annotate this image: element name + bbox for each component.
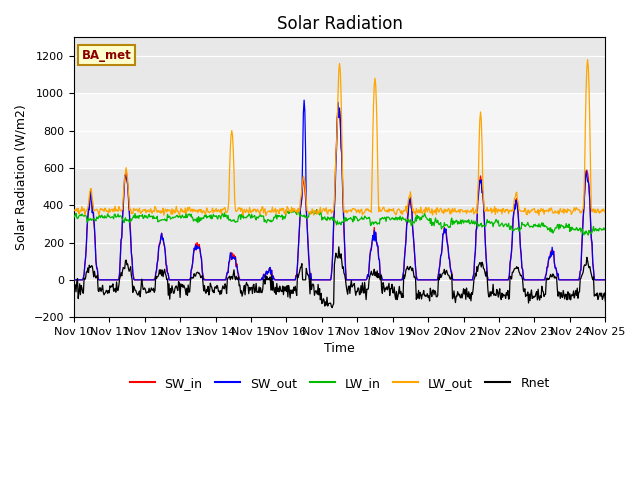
LW_out: [554, 210, 561, 216]
LW_out: [262, 213, 269, 218]
SW_in: [332, 180, 339, 186]
SW_out: [384, 277, 392, 283]
Line: SW_out: SW_out: [74, 100, 605, 280]
LW_in: [313, 206, 321, 212]
LW_in: [209, 212, 217, 217]
SW_out: [187, 276, 195, 282]
LW_out: [70, 207, 77, 213]
Title: Solar Radiation: Solar Radiation: [276, 15, 403, 33]
LW_out: [436, 206, 444, 212]
SW_in: [554, 273, 561, 279]
SW_in: [209, 277, 217, 283]
SW_in: [384, 277, 392, 283]
LW_out: [332, 154, 340, 160]
SW_in: [602, 277, 609, 283]
LW_in: [436, 221, 444, 227]
Rnet: [554, 293, 562, 299]
Rnet: [437, 275, 445, 280]
LW_out: [187, 209, 195, 215]
LW_in: [554, 222, 561, 228]
SW_out: [300, 97, 308, 103]
LW_in: [584, 232, 592, 238]
SW_in: [436, 260, 444, 266]
LW_out: [384, 209, 392, 215]
LW_out: [584, 57, 591, 62]
Line: LW_in: LW_in: [74, 209, 605, 235]
LW_in: [602, 226, 609, 231]
SW_out: [602, 277, 609, 283]
Bar: [74, 93, 605, 168]
LW_in: [384, 215, 392, 220]
SW_out: [554, 273, 561, 278]
LW_in: [332, 219, 340, 225]
Rnet: [332, 251, 340, 256]
Line: SW_in: SW_in: [74, 110, 605, 280]
Legend: SW_in, SW_out, LW_in, LW_out, Rnet: SW_in, SW_out, LW_in, LW_out, Rnet: [125, 372, 554, 395]
Rnet: [385, 284, 392, 289]
LW_in: [70, 212, 77, 218]
SW_out: [70, 277, 77, 283]
Line: LW_out: LW_out: [74, 60, 605, 216]
SW_out: [209, 277, 217, 283]
Rnet: [187, 278, 195, 284]
Line: Rnet: Rnet: [74, 247, 605, 308]
Rnet: [602, 298, 609, 304]
Rnet: [328, 305, 336, 311]
Y-axis label: Solar Radiation (W/m2): Solar Radiation (W/m2): [15, 104, 28, 250]
LW_out: [602, 210, 609, 216]
Rnet: [335, 244, 342, 250]
Rnet: [209, 288, 217, 293]
SW_in: [187, 276, 195, 281]
LW_in: [187, 214, 195, 219]
SW_out: [436, 262, 444, 268]
SW_in: [70, 277, 77, 283]
X-axis label: Time: Time: [324, 342, 355, 356]
SW_out: [332, 162, 340, 168]
LW_out: [209, 210, 217, 216]
Rnet: [70, 286, 77, 291]
Text: BA_met: BA_met: [82, 48, 131, 61]
SW_in: [335, 107, 342, 113]
